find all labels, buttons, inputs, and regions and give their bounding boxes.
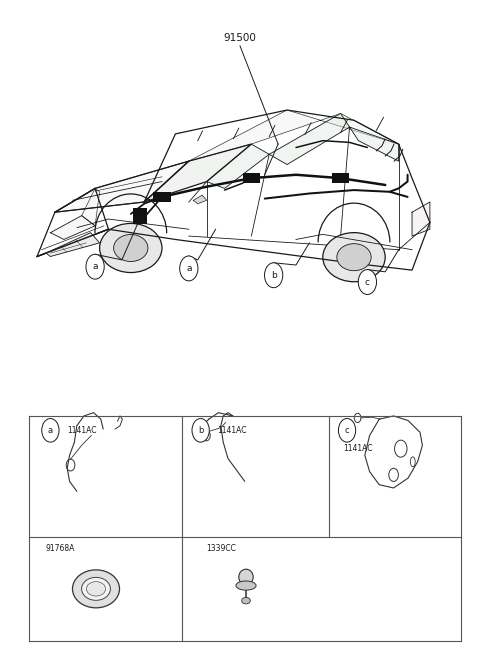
Ellipse shape xyxy=(72,570,120,608)
Text: a: a xyxy=(186,264,192,273)
Text: 1141AC: 1141AC xyxy=(343,444,372,453)
Polygon shape xyxy=(50,215,95,240)
Ellipse shape xyxy=(323,233,385,282)
Bar xyxy=(132,208,147,224)
Text: b: b xyxy=(198,426,204,435)
Circle shape xyxy=(358,270,376,295)
Bar xyxy=(154,192,171,202)
Circle shape xyxy=(338,419,356,442)
Text: c: c xyxy=(365,278,370,286)
Bar xyxy=(332,173,349,183)
Circle shape xyxy=(264,263,283,288)
Polygon shape xyxy=(412,202,430,236)
Text: 91500: 91500 xyxy=(224,33,256,43)
Polygon shape xyxy=(82,189,99,226)
Text: 1141AC: 1141AC xyxy=(67,426,96,435)
Circle shape xyxy=(192,419,209,442)
Polygon shape xyxy=(269,113,349,164)
Text: a: a xyxy=(92,262,98,271)
Polygon shape xyxy=(189,110,398,161)
Bar xyxy=(243,173,260,183)
Ellipse shape xyxy=(236,581,256,590)
Polygon shape xyxy=(193,195,207,204)
Circle shape xyxy=(180,256,198,281)
Ellipse shape xyxy=(86,582,106,596)
Polygon shape xyxy=(46,233,99,257)
Text: c: c xyxy=(345,426,349,435)
Text: 1141AC: 1141AC xyxy=(217,426,246,435)
Circle shape xyxy=(42,419,59,442)
Polygon shape xyxy=(207,144,269,189)
Text: 1339CC: 1339CC xyxy=(206,544,236,553)
Polygon shape xyxy=(144,144,252,202)
Ellipse shape xyxy=(82,578,110,600)
Text: b: b xyxy=(271,271,276,280)
Ellipse shape xyxy=(100,223,162,272)
Polygon shape xyxy=(55,161,189,212)
Circle shape xyxy=(86,254,104,279)
Text: 91768A: 91768A xyxy=(46,544,75,553)
Ellipse shape xyxy=(239,569,253,585)
Polygon shape xyxy=(349,127,398,161)
Text: a: a xyxy=(48,426,53,435)
Ellipse shape xyxy=(241,597,251,604)
Ellipse shape xyxy=(114,234,148,261)
Ellipse shape xyxy=(337,244,371,271)
